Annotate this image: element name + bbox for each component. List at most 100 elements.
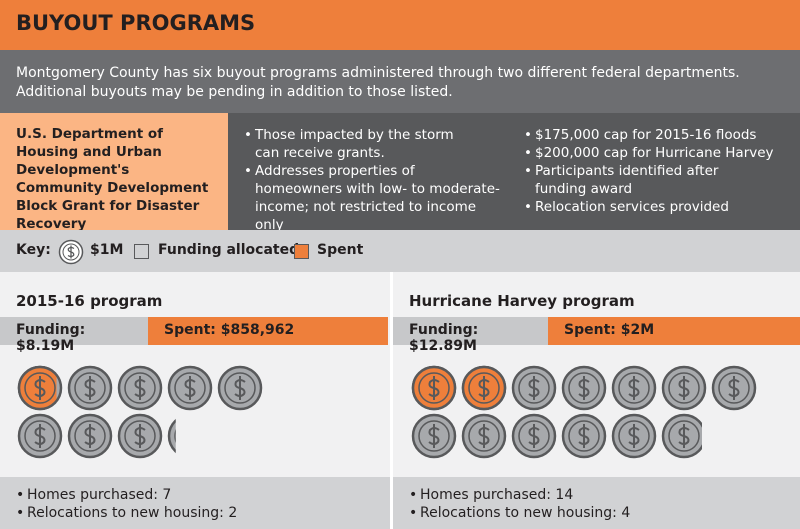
coin-symbol xyxy=(678,424,690,448)
coin xyxy=(511,413,557,459)
coin xyxy=(217,365,263,411)
coin xyxy=(661,365,707,411)
coin-symbol xyxy=(234,376,246,400)
coin-symbol xyxy=(578,376,590,400)
key-label: Key: xyxy=(16,242,51,258)
department-name: U.S. Department of Housing and Urban Dev… xyxy=(0,113,228,232)
spent-label: Spent: $858,962 xyxy=(148,317,388,345)
coin xyxy=(411,365,457,411)
bullets-left: Those impacted by the storm can receive … xyxy=(244,126,504,234)
coin-ring xyxy=(418,372,450,404)
spent-label: Spent: $2M xyxy=(548,317,800,345)
coin-ring xyxy=(74,420,106,452)
coin xyxy=(611,365,657,411)
key: Key: $1M Funding allocated Spent xyxy=(0,230,800,272)
bullet: Participants identified after funding aw… xyxy=(524,162,725,198)
coin-ring xyxy=(518,420,550,452)
coin-symbol xyxy=(728,376,740,400)
coin-symbol xyxy=(478,376,490,400)
coin-ring xyxy=(618,420,650,452)
coin-symbol xyxy=(578,424,590,448)
coin-symbol xyxy=(428,376,440,400)
coin-symbol xyxy=(34,424,46,448)
key-spent: Spent xyxy=(317,242,364,258)
coin-symbol xyxy=(134,376,146,400)
key-swatch xyxy=(134,244,149,259)
coin-symbol xyxy=(34,376,46,400)
intro: Montgomery County has six buyout program… xyxy=(0,50,800,113)
coin-symbol xyxy=(678,376,690,400)
bullet: Addresses properties of homeowners with … xyxy=(244,162,504,234)
coin-ring xyxy=(568,372,600,404)
program-title: 2015-16 program xyxy=(16,292,163,310)
coin xyxy=(461,365,507,411)
coin-symbol xyxy=(185,424,195,448)
coin xyxy=(17,365,57,411)
coin-ring xyxy=(418,420,450,452)
department-details: Those impacted by the storm can receive … xyxy=(228,113,800,233)
bullet: Relocations to new housing: 4 xyxy=(409,504,784,522)
coin-ring xyxy=(468,372,500,404)
header: BUYOUT PROGRAMS xyxy=(0,0,800,50)
funding-label: Funding: $8.19M xyxy=(0,317,148,354)
funding-label: Funding: $12.89M xyxy=(393,317,548,354)
coin-symbol xyxy=(134,424,146,448)
coin-symbol xyxy=(478,424,490,448)
bullet: Homes purchased: 7 xyxy=(16,486,374,504)
bullets-right: $175,000 cap for 2015-16 floods $200,000… xyxy=(524,126,784,216)
coin-ring xyxy=(668,420,700,452)
coin xyxy=(711,365,757,411)
coin xyxy=(117,413,163,459)
coin-symbol xyxy=(628,376,640,400)
bullet: Those impacted by the storm can receive … xyxy=(244,126,455,162)
program-bullets: Homes purchased: 14 Relocations to new h… xyxy=(393,477,800,529)
coin xyxy=(561,365,607,411)
coin xyxy=(67,413,113,459)
coin xyxy=(411,413,457,459)
coin xyxy=(561,413,607,459)
coin-ring xyxy=(718,372,750,404)
coin xyxy=(661,413,702,459)
bullet: Relocations to new housing: 2 xyxy=(16,504,374,522)
key-coin: $1M xyxy=(90,242,124,258)
coin-symbol xyxy=(528,376,540,400)
coin-ring xyxy=(24,372,56,404)
coin-symbol xyxy=(528,424,540,448)
program-bullets: Homes purchased: 7 Relocations to new ho… xyxy=(0,477,390,529)
coin xyxy=(17,413,63,459)
bullet: Relocation services provided xyxy=(524,198,784,216)
coin-symbol xyxy=(84,376,96,400)
coin-ring xyxy=(174,429,176,443)
key-swatch xyxy=(294,244,309,259)
coin-ring xyxy=(24,420,56,452)
coin-ring xyxy=(124,420,156,452)
bullet: Homes purchased: 14 xyxy=(409,486,784,504)
coin-symbol xyxy=(184,376,196,400)
coin xyxy=(67,365,113,411)
coin-ring xyxy=(518,372,550,404)
divider xyxy=(390,272,393,529)
coin-ring xyxy=(174,372,206,404)
coin-symbol xyxy=(628,424,640,448)
bullet: $175,000 cap for 2015-16 floods xyxy=(524,126,784,144)
coin-body xyxy=(167,418,176,454)
coin-ring xyxy=(74,372,106,404)
title: BUYOUT PROGRAMS xyxy=(16,11,256,35)
bullet: $200,000 cap for Hurricane Harvey xyxy=(524,144,784,162)
coin-ring xyxy=(468,420,500,452)
key-funding: Funding allocated xyxy=(158,242,300,258)
coin xyxy=(167,365,213,411)
coin xyxy=(167,418,195,454)
coin-ring xyxy=(568,420,600,452)
coin-symbol xyxy=(428,424,440,448)
program-title: Hurricane Harvey program xyxy=(409,292,635,310)
coin xyxy=(461,413,507,459)
coin xyxy=(611,413,657,459)
coin xyxy=(511,365,557,411)
coin-symbol xyxy=(84,424,96,448)
coin-icon xyxy=(58,239,84,265)
coin-ring xyxy=(668,372,700,404)
coin-ring xyxy=(224,372,256,404)
